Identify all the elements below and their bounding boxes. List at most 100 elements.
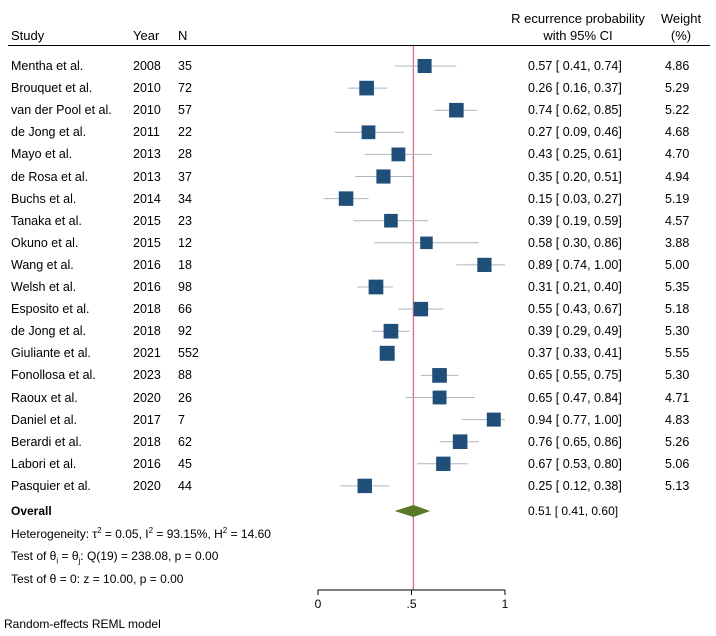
row-weight: 4.57 [665, 213, 690, 228]
row-year: 2016 [133, 280, 161, 294]
estimate-square [417, 58, 432, 74]
row-ci: 0.37 [ 0.33, 0.41] [528, 346, 622, 361]
row-n: 45 [178, 456, 192, 471]
row-weight: 4.86 [665, 59, 690, 73]
row-study: Berardi et al. [11, 434, 82, 449]
row-ci: 0.57 [ 0.41, 0.74] [528, 59, 622, 73]
row-n: 22 [178, 125, 192, 140]
row-year: 2010 [133, 103, 161, 118]
row-ci: 0.43 [ 0.25, 0.61] [528, 147, 622, 162]
header-weight-line1: Weight [660, 11, 702, 26]
row-n: 66 [178, 302, 192, 317]
row-year: 2014 [133, 191, 161, 206]
overall-ci: 0.51 [ 0.41, 0.60] [528, 504, 619, 518]
row-year: 2023 [133, 368, 161, 383]
row-weight: 5.30 [665, 324, 690, 339]
row-ci: 0.27 [ 0.09, 0.46] [528, 125, 622, 140]
test-zero-stat: Test of θ = 0: z = 10.00, p = 0.00 [11, 572, 184, 586]
row-study: Mentha et al. [11, 59, 84, 73]
estimate-square [359, 80, 374, 96]
row-n: 26 [178, 390, 192, 405]
row-study: Brouquet et al. [11, 81, 93, 96]
row-study: Raoux et al. [11, 390, 78, 405]
row-study: Daniel et al. [11, 412, 78, 427]
row-n: 35 [178, 59, 192, 73]
row-ci: 0.39 [ 0.29, 0.49] [528, 324, 622, 339]
row-weight: 5.29 [665, 81, 690, 96]
row-ci: 0.25 [ 0.12, 0.38] [528, 478, 622, 493]
row-study: Giuliante et al. [11, 346, 91, 361]
row-year: 2011 [133, 125, 160, 140]
row-weight: 4.83 [665, 412, 690, 427]
row-study: Tanaka et al. [11, 213, 82, 228]
estimate-square [420, 236, 433, 250]
row-weight: 5.30 [665, 368, 690, 383]
row-n: 28 [178, 147, 192, 162]
row-year: 2013 [133, 147, 161, 162]
row-weight: 5.18 [665, 302, 690, 317]
row-ci: 0.39 [ 0.19, 0.59] [528, 213, 622, 228]
row-year: 2008 [133, 59, 161, 73]
estimate-square [357, 478, 372, 494]
row-n: 12 [178, 235, 192, 250]
estimate-square [379, 345, 395, 361]
row-weight: 5.26 [665, 434, 690, 449]
row-ci: 0.89 [ 0.74, 1.00] [528, 257, 622, 272]
row-ci: 0.58 [ 0.30, 0.86] [528, 235, 622, 250]
overall-label: Overall [11, 504, 52, 518]
header-ci-line2: with 95% CI [543, 28, 613, 43]
header-rule [8, 45, 710, 46]
row-study: Esposito et al. [11, 302, 90, 317]
header-year: Year [133, 28, 160, 43]
header-study: Study [11, 28, 45, 43]
estimate-square [432, 368, 447, 383]
row-n: 7 [178, 412, 185, 427]
estimate-square [413, 301, 429, 317]
row-n: 88 [178, 368, 192, 383]
header-n: N [178, 28, 188, 43]
row-year: 2018 [133, 324, 161, 339]
test-theta-stat: Test of θi = θj: Q(19) = 238.08, p = 0.0… [11, 549, 219, 566]
row-weight: 5.00 [665, 257, 690, 272]
row-weight: 3.88 [665, 235, 690, 250]
row-weight: 5.13 [665, 478, 690, 493]
estimate-square [368, 279, 384, 295]
header-ci-line1: R ecurrence probability [511, 11, 645, 26]
estimate-square [436, 456, 451, 471]
row-study: Okuno et al. [11, 235, 79, 250]
estimate-square [449, 102, 464, 118]
row-weight: 5.55 [665, 346, 690, 361]
x-tick-label: 0 [315, 597, 322, 611]
row-n: 34 [178, 191, 192, 206]
row-n: 62 [178, 434, 192, 449]
row-n: 552 [178, 346, 199, 361]
row-n: 92 [178, 324, 192, 339]
row-study: Welsh et al. [11, 280, 77, 294]
row-weight: 4.71 [665, 390, 690, 405]
row-weight: 4.70 [665, 147, 690, 162]
row-year: 2010 [133, 81, 161, 96]
header-weight-line2: (%) [670, 28, 692, 43]
model-footer: Random-effects REML model [4, 617, 161, 631]
estimate-square [338, 191, 354, 206]
estimate-square [384, 213, 398, 228]
row-study: Pasquier et al. [11, 478, 91, 493]
row-year: 2013 [133, 169, 161, 184]
row-study: Fonollosa et al. [11, 368, 96, 383]
row-ci: 0.55 [ 0.43, 0.67] [528, 302, 622, 317]
estimate-square [383, 323, 399, 339]
row-year: 2015 [133, 213, 161, 228]
row-year: 2017 [133, 412, 161, 427]
estimate-square [376, 169, 391, 184]
row-year: 2018 [133, 302, 161, 317]
row-ci: 0.74 [ 0.62, 0.85] [528, 103, 622, 118]
row-year: 2018 [133, 434, 161, 449]
row-year: 2021 [133, 346, 161, 361]
estimate-square [486, 412, 501, 427]
row-weight: 5.22 [665, 103, 690, 118]
row-ci: 0.26 [ 0.16, 0.37] [528, 81, 622, 96]
row-weight: 5.35 [665, 280, 690, 294]
row-study: Buchs et al. [11, 191, 77, 206]
row-weight: 4.94 [665, 169, 690, 184]
